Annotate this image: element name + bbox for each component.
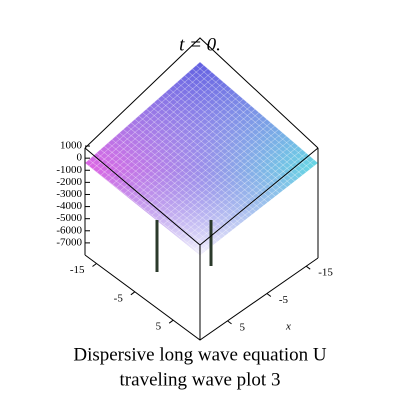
surface-grid bbox=[180, 78, 300, 179]
x-tick bbox=[227, 320, 232, 325]
x-tick bbox=[305, 265, 311, 270]
surface-grid bbox=[157, 98, 277, 197]
surface-grid bbox=[100, 75, 216, 176]
surface-grid bbox=[88, 65, 205, 167]
surface-grid bbox=[88, 159, 208, 253]
z-tick-label: -2000 bbox=[56, 176, 82, 188]
x-tick-label: -5 bbox=[279, 294, 289, 306]
surface-grid bbox=[165, 92, 284, 191]
z-tick-label: -6000 bbox=[56, 224, 82, 236]
surface-grid bbox=[151, 119, 268, 216]
surface-grid bbox=[153, 102, 273, 201]
surface-grid bbox=[188, 71, 307, 173]
surface-shade bbox=[85, 62, 318, 255]
surface-grid bbox=[161, 95, 280, 194]
z-tick-label: -7000 bbox=[56, 236, 82, 248]
z-tick-label: -1000 bbox=[56, 164, 82, 176]
y-tick-label: -15 bbox=[70, 264, 85, 276]
surface-grid bbox=[134, 119, 254, 216]
y-tick-label: -5 bbox=[114, 292, 124, 304]
y-tick-label: 5 bbox=[156, 321, 162, 333]
surface-grid bbox=[175, 139, 291, 234]
surface-grid bbox=[116, 88, 232, 188]
surface-grid bbox=[198, 159, 315, 253]
surface-grid bbox=[115, 135, 234, 231]
surface-grid bbox=[104, 78, 220, 179]
surface-grid bbox=[147, 115, 264, 213]
surface-grid bbox=[171, 135, 287, 231]
surface-grid bbox=[119, 132, 238, 228]
surface-grid bbox=[84, 162, 204, 256]
surface-grid bbox=[132, 102, 248, 201]
surface-grid bbox=[184, 75, 303, 176]
surface-grid bbox=[92, 68, 209, 170]
surface-grid bbox=[107, 142, 227, 237]
box bbox=[84, 37, 319, 341]
y-tick bbox=[130, 291, 136, 296]
surface-grid bbox=[120, 92, 236, 191]
surface-grid bbox=[143, 112, 260, 210]
box-edge bbox=[84, 254, 319, 341]
surface-grid bbox=[126, 125, 246, 222]
surface-grid bbox=[108, 81, 224, 182]
x-tick-label: 5 bbox=[240, 321, 246, 333]
x-tick-label: -15 bbox=[318, 267, 333, 279]
surface-grid bbox=[192, 68, 311, 170]
surface-grid bbox=[172, 85, 292, 185]
surface-grid bbox=[176, 81, 296, 182]
surface-grid bbox=[124, 95, 240, 194]
surface-grid bbox=[202, 162, 319, 256]
z-tick-label: -4000 bbox=[56, 200, 82, 212]
caption: Dispersive long wave equation U bbox=[73, 344, 327, 365]
surface-grid bbox=[146, 108, 265, 207]
surface-grid bbox=[159, 125, 275, 222]
y-tick bbox=[168, 319, 174, 324]
surface-grid bbox=[96, 152, 215, 247]
surface-grid bbox=[195, 65, 315, 167]
surface-grid bbox=[128, 98, 244, 197]
surface-grid bbox=[163, 129, 279, 225]
z-tick-label: 0 bbox=[77, 152, 83, 164]
surface-grid bbox=[179, 142, 295, 237]
chart-title: t = 0. bbox=[179, 34, 221, 55]
surface-grid bbox=[149, 105, 269, 204]
box-edge bbox=[84, 37, 319, 149]
surface-grid bbox=[84, 61, 201, 164]
z-tick-label: -5000 bbox=[56, 212, 82, 224]
surface-grid bbox=[112, 85, 228, 185]
surface-grid bbox=[111, 139, 231, 234]
x-axis-label: x bbox=[285, 321, 291, 333]
surface-grid bbox=[187, 149, 303, 243]
surface-grid bbox=[138, 115, 257, 213]
surface-grid bbox=[103, 145, 223, 240]
z-tick-label: -3000 bbox=[56, 188, 82, 200]
surface-grid bbox=[155, 122, 271, 219]
surface-grid bbox=[142, 112, 261, 210]
surface-grid bbox=[96, 71, 212, 173]
caption: traveling wave plot 3 bbox=[120, 369, 281, 390]
surface-grid bbox=[167, 132, 283, 228]
x-tick bbox=[266, 293, 272, 297]
surface-grid bbox=[183, 145, 299, 240]
z-tick-label: 1000 bbox=[60, 140, 83, 152]
surface-grid bbox=[169, 88, 288, 188]
surface-grid bbox=[100, 149, 219, 243]
surface-grid bbox=[130, 122, 250, 219]
surface-grid bbox=[139, 108, 256, 207]
surface-grid bbox=[135, 105, 252, 204]
surface-grid bbox=[123, 129, 242, 225]
surface-grid bbox=[199, 61, 319, 164]
y-tick bbox=[92, 263, 97, 267]
